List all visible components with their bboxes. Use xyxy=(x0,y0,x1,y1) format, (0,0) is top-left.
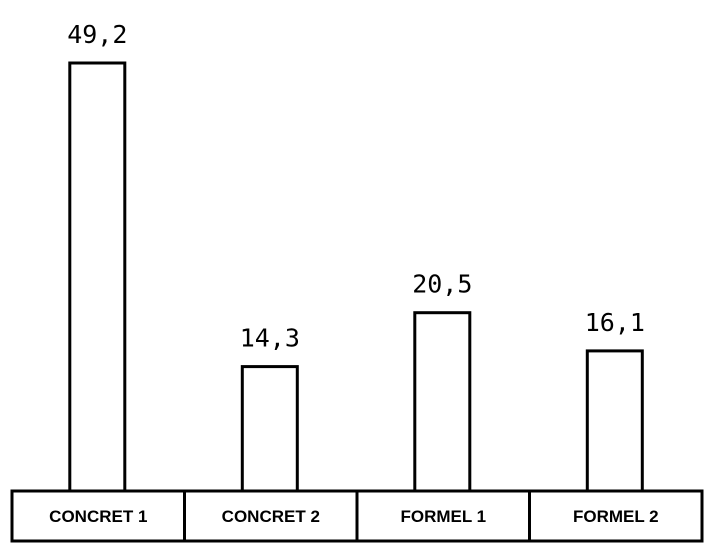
category-cell-3 xyxy=(355,489,531,543)
bar-4 xyxy=(585,349,644,493)
category-label-1: CONCRET 1 xyxy=(49,507,147,526)
value-label-2: 14,3 xyxy=(240,324,300,353)
category-cell-4 xyxy=(528,489,704,543)
category-cell-2 xyxy=(183,489,359,543)
category-label-4: FORMEL 2 xyxy=(573,507,659,526)
category-table: CONCRET 1 CONCRET 2 FORMEL 1 FORMEL 2 xyxy=(10,489,704,543)
value-label-1: 49,2 xyxy=(67,20,127,49)
value-label-3: 20,5 xyxy=(412,270,472,299)
value-labels-layer: 49,2 14,3 20,5 16,1 xyxy=(67,20,645,353)
bar-2 xyxy=(240,365,299,493)
category-cell-1 xyxy=(10,489,186,543)
category-label-3: FORMEL 1 xyxy=(400,507,486,526)
bars-layer xyxy=(68,61,644,493)
category-label-2: CONCRET 2 xyxy=(222,507,320,526)
bar-3 xyxy=(413,311,472,493)
bar-1 xyxy=(68,61,127,493)
value-label-4: 16,1 xyxy=(585,308,645,337)
